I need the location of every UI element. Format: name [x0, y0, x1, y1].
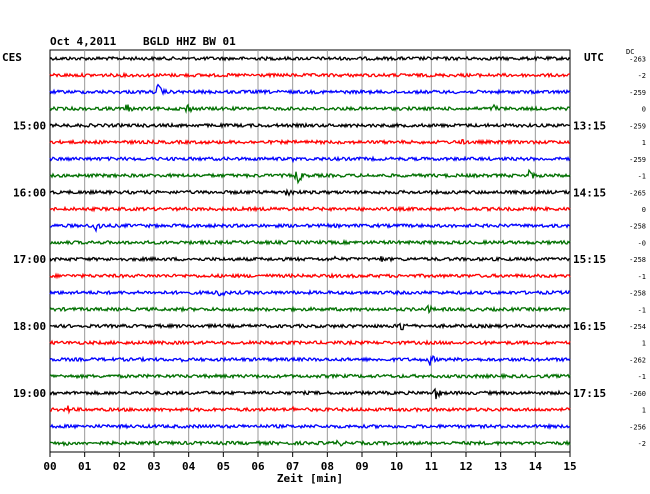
trace-row	[49, 55, 571, 62]
dc-offset-value: -254	[629, 323, 646, 331]
x-tick-label: 11	[425, 460, 439, 473]
dc-offset-value: 1	[642, 340, 646, 348]
trace-row	[49, 188, 571, 197]
x-tick-label: 06	[251, 460, 265, 473]
x-tick-label: 13	[494, 460, 507, 473]
dc-offset-value: -1	[638, 173, 646, 181]
dc-offset-value: 0	[642, 206, 646, 214]
dc-offset-value: -258	[629, 256, 646, 264]
x-tick-label: 09	[355, 460, 368, 473]
trace-row	[49, 405, 571, 415]
x-tick-label: 07	[286, 460, 299, 473]
trace-row	[49, 103, 571, 115]
trace-row	[49, 83, 571, 96]
trace-row	[49, 339, 571, 347]
dc-offset-value: -259	[629, 122, 646, 130]
trace-row	[49, 155, 571, 164]
x-tick-labels: 00 01 02 03 04 05 06 07 08 09 10 11 12 13 14 15	[43, 460, 576, 473]
trace-row	[49, 222, 571, 233]
x-tick-label: 14	[529, 460, 543, 473]
trace-row	[49, 322, 571, 331]
dc-offset-value: -256	[629, 423, 646, 431]
dc-offset-value: -258	[629, 223, 646, 231]
right-time-labels: 13:15 14:15 15:15 16:15 17:15	[573, 119, 606, 400]
dc-offset-value: -1	[638, 373, 646, 381]
x-tick-label: 01	[78, 460, 92, 473]
trace-row	[49, 387, 571, 400]
dc-offset-value: -0	[638, 239, 646, 247]
dc-offset-value: -2	[638, 72, 646, 80]
dc-offset-value: -260	[629, 390, 646, 398]
right-time-label: 14:15	[573, 186, 606, 199]
left-time-labels: 15:00 16:00 17:00 18:00 19:00	[13, 119, 46, 400]
trace-row	[49, 439, 571, 448]
trace-row	[49, 304, 571, 315]
dc-offset-value: -259	[629, 156, 646, 164]
trace-row	[49, 255, 571, 263]
dc-offset-value: -2	[638, 440, 646, 448]
dc-offset-labels: -263 -2 -259 0 -259 1 -259 -1 -265 0 -258 -0 -258 -1 -…	[629, 56, 646, 449]
trace-row	[49, 372, 571, 380]
x-tick-label: 08	[321, 460, 334, 473]
trace-row	[49, 289, 571, 297]
trace-row	[49, 422, 571, 430]
dc-offset-value: -1	[638, 273, 646, 281]
x-tick-label: 00	[43, 460, 56, 473]
left-time-label: 16:00	[13, 186, 46, 199]
dc-offset-value: -263	[629, 56, 646, 64]
left-time-label: 18:00	[13, 320, 46, 333]
right-time-label: 13:15	[573, 119, 606, 132]
dc-offset-value: -1	[638, 306, 646, 314]
trace-row	[49, 272, 571, 280]
plot-frame	[49, 49, 571, 453]
trace-row	[49, 121, 571, 129]
dc-offset-value: -265	[629, 189, 646, 197]
dc-offset-value: -259	[629, 89, 646, 97]
chart-date: Oct 4,2011	[50, 35, 117, 48]
trace-row	[49, 138, 571, 146]
chart-station: BGLD HHZ BW 01	[143, 35, 236, 48]
dc-offset-value: -262	[629, 356, 646, 364]
dc-offset-value: 1	[642, 407, 646, 415]
x-tick-label: 04	[182, 460, 196, 473]
right-timezone-label: UTC	[584, 51, 604, 64]
time-grid	[49, 50, 571, 457]
trace-row	[49, 168, 571, 185]
dc-offset-value: 0	[642, 106, 646, 114]
right-time-label: 16:15	[573, 320, 606, 333]
left-time-label: 17:00	[13, 253, 46, 266]
x-tick-label: 15	[563, 460, 576, 473]
dc-offset-value: -258	[629, 290, 646, 298]
x-axis-title: Zeit [min]	[277, 472, 343, 485]
right-time-label: 15:15	[573, 253, 606, 266]
left-time-label: 15:00	[13, 119, 46, 132]
trace-row	[49, 355, 571, 366]
dc-header-label: DC	[626, 48, 634, 56]
left-timezone-label: CES	[2, 51, 22, 64]
x-tick-label: 02	[113, 460, 126, 473]
plot-border	[49, 49, 571, 453]
left-time-label: 19:00	[13, 387, 46, 400]
x-tick-label: 12	[459, 460, 472, 473]
trace-row	[49, 238, 571, 246]
x-tick-label: 05	[217, 460, 230, 473]
trace-row	[49, 205, 571, 213]
right-time-label: 17:15	[573, 387, 606, 400]
trace-row	[49, 71, 571, 79]
x-tick-label: 03	[147, 460, 160, 473]
seismic-traces	[49, 55, 571, 448]
dc-offset-value: 1	[642, 139, 646, 147]
x-tick-label: 10	[390, 460, 403, 473]
